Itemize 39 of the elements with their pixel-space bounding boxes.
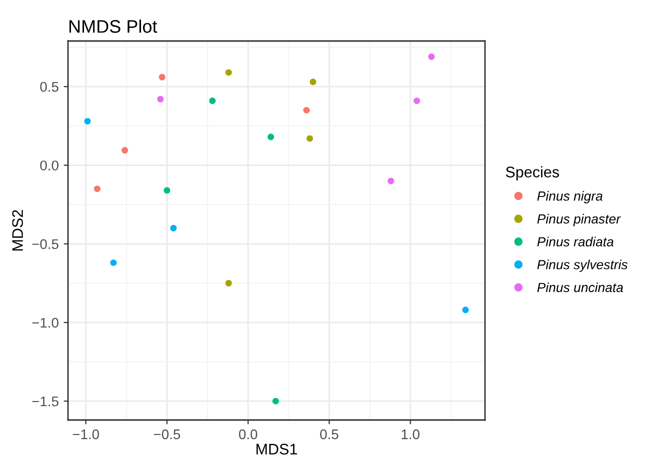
legend-label: Pinus pinaster: [537, 214, 621, 226]
point: [225, 280, 232, 286]
legend-label: Pinus nigra: [537, 191, 602, 204]
x-tick-label: 0.0: [238, 429, 258, 440]
point: [310, 78, 316, 86]
point: [303, 106, 310, 114]
y-tick-label: 0.0: [40, 160, 58, 170]
point: [122, 147, 128, 154]
point: [158, 74, 166, 80]
point: [164, 187, 170, 194]
x-tick-label: 0.5: [320, 429, 338, 440]
point: [94, 186, 100, 192]
point: [170, 224, 177, 232]
point: [110, 259, 117, 266]
y-axis-title: MDS2: [12, 210, 23, 250]
point: [414, 98, 420, 104]
legend-label: Pinus uncinata: [537, 282, 623, 292]
x-tick-label: 1.0: [402, 429, 420, 440]
chart-title: NMDS Plot: [69, 20, 158, 33]
legend-label: Pinus radiata: [537, 236, 614, 246]
x-tick-label: −0.5: [154, 429, 180, 440]
point: [84, 118, 91, 124]
point: [209, 98, 216, 104]
point: [225, 69, 232, 76]
legend-label: Pinus sylvestris: [537, 260, 628, 272]
x-tick-label: −1.0: [72, 429, 100, 440]
y-tick-label: −0.5: [32, 239, 58, 250]
y-tick-label: −1.0: [32, 318, 58, 328]
legend-title: Species: [506, 166, 560, 180]
point: [157, 96, 164, 102]
point: [272, 398, 279, 404]
point: [306, 135, 314, 142]
point: [462, 306, 469, 314]
point: [428, 53, 435, 60]
point: [388, 178, 394, 184]
x-axis-title: MDS1: [256, 444, 297, 455]
point: [268, 134, 274, 140]
y-tick-label: −1.5: [32, 396, 58, 406]
y-tick-label: 0.5: [40, 82, 58, 92]
